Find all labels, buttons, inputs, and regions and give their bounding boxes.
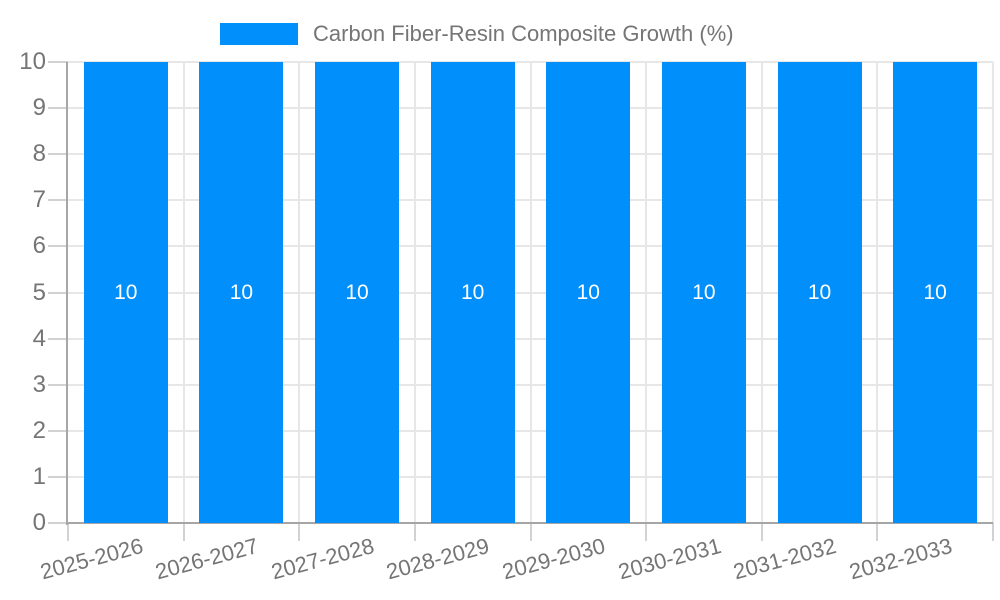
bar[interactable] — [83, 62, 168, 523]
bar[interactable] — [893, 62, 978, 523]
y-tick-label: 9 — [32, 94, 46, 122]
x-tick-label: 2031-2032 — [730, 533, 840, 585]
y-tick-label: 10 — [19, 48, 46, 75]
x-axis-tick — [645, 523, 648, 541]
legend[interactable]: Carbon Fiber-Resin Composite Growth (%) — [220, 21, 734, 47]
x-gridline — [298, 62, 301, 523]
x-tick-label: 2027-2028 — [268, 533, 377, 585]
y-axis-tick — [48, 61, 68, 63]
y-axis-tick — [48, 153, 68, 156]
y-axis-tick — [48, 199, 68, 202]
bar[interactable] — [777, 62, 862, 523]
y-tick-label: 2 — [32, 416, 46, 444]
y-tick-label: 3 — [32, 370, 46, 398]
x-tick-label: 2030-2031 — [615, 533, 724, 585]
bar[interactable] — [315, 62, 400, 523]
x-axis-tick — [67, 523, 69, 541]
y-tick-label: 6 — [32, 232, 46, 260]
x-tick-label: 2032-2033 — [846, 533, 955, 585]
bar-value-label: 10 — [923, 280, 947, 304]
y-axis-tick — [48, 429, 68, 432]
y-tick-label: 7 — [32, 186, 46, 214]
x-gridline — [182, 62, 185, 523]
bar-value-label: 10 — [229, 280, 254, 304]
y-axis-tick — [48, 107, 68, 110]
bar-value-label: 10 — [576, 280, 600, 304]
bar-value-label: 10 — [692, 280, 716, 304]
y-tick-label: 5 — [32, 278, 46, 306]
legend-label: Carbon Fiber-Resin Composite Growth (%) — [313, 21, 734, 46]
y-axis-tick — [48, 245, 68, 248]
x-tick-label: 2025-2026 — [37, 533, 146, 585]
y-axis-tick — [48, 522, 68, 524]
y-axis-tick — [48, 337, 68, 340]
x-axis-line — [68, 522, 993, 524]
bar[interactable] — [430, 62, 515, 523]
bar-value-label: 10 — [345, 280, 369, 304]
bar-value-label: 10 — [461, 280, 485, 304]
bar[interactable] — [661, 62, 746, 523]
x-tick-label: 2028-2029 — [384, 533, 493, 585]
y-axis-tick — [48, 291, 68, 294]
y-axis-line — [66, 62, 68, 525]
bar-value-label: 10 — [114, 280, 138, 304]
x-gridline — [529, 62, 532, 523]
x-gridline — [413, 62, 416, 523]
y-tick-label: 1 — [32, 462, 46, 490]
x-tick-label: 2026-2027 — [152, 533, 261, 585]
x-gridline — [876, 62, 879, 523]
x-axis-tick — [182, 523, 185, 541]
x-axis-tick — [760, 523, 763, 541]
y-tick-label: 8 — [32, 140, 46, 168]
bar-value-label: 10 — [807, 280, 832, 304]
y-axis-tick — [48, 383, 68, 386]
bar[interactable] — [546, 62, 631, 523]
x-axis-tick — [529, 523, 532, 541]
x-axis-tick — [298, 523, 301, 541]
x-axis-tick — [876, 523, 879, 541]
legend-swatch — [220, 23, 298, 45]
x-gridline — [645, 62, 648, 523]
y-tick-label: 4 — [32, 324, 46, 352]
x-tick-label: 2029-2030 — [499, 533, 608, 585]
bar[interactable] — [199, 62, 284, 523]
x-gridline — [992, 62, 994, 523]
x-axis-tick — [413, 523, 416, 541]
y-axis-tick — [48, 475, 68, 478]
x-gridline — [760, 62, 763, 523]
y-tick-label: 0 — [32, 509, 46, 536]
x-axis-tick — [992, 523, 994, 541]
